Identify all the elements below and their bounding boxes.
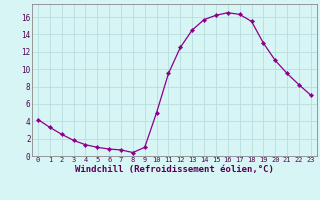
X-axis label: Windchill (Refroidissement éolien,°C): Windchill (Refroidissement éolien,°C) xyxy=(75,165,274,174)
